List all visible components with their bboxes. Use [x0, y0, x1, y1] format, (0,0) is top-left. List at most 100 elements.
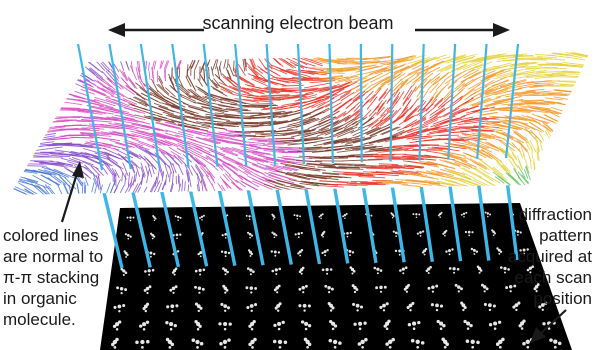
stacking-line [289, 87, 319, 92]
stacking-line [289, 61, 305, 69]
stacking-line [100, 142, 127, 150]
stacking-line [566, 56, 586, 61]
stacking-line [167, 114, 188, 120]
diffraction-spot [171, 286, 176, 291]
stacking-line [383, 88, 392, 100]
diffraction-spot [250, 291, 253, 294]
stacking-line [376, 99, 387, 115]
stacking-line [77, 99, 105, 107]
diffraction-spot [348, 249, 352, 253]
diffraction-spot [487, 215, 489, 218]
stacking-line [342, 106, 356, 117]
stacking-line [471, 129, 495, 132]
diffraction-spot [439, 321, 444, 326]
diffraction-spot [124, 233, 127, 236]
diffraction-spot [112, 324, 117, 329]
stacking-line [57, 184, 65, 195]
diffraction-spot [126, 253, 129, 257]
diffraction-spot [375, 286, 379, 290]
stacking-line [290, 93, 314, 99]
stacking-line [100, 62, 110, 73]
diffraction-spot [379, 285, 383, 290]
stacking-line [396, 106, 408, 119]
diffraction-spot [124, 271, 128, 275]
diffraction-spot [120, 292, 123, 295]
stacking-line [301, 128, 329, 137]
stacking-line [168, 77, 176, 91]
diffraction-spot [228, 322, 232, 326]
stacking-line [371, 119, 384, 129]
diffraction-spot [250, 252, 253, 256]
diffraction-spot [141, 346, 144, 349]
stacking-line [490, 122, 519, 130]
stacking-line [32, 146, 63, 152]
stacking-line [164, 58, 170, 73]
stacking-line [170, 151, 185, 160]
diffraction-spot [415, 216, 418, 219]
stacking-line [362, 99, 370, 108]
diffraction-spot [281, 320, 285, 325]
stacking-line [218, 136, 247, 143]
stacking-line [83, 108, 114, 115]
stacking-line [407, 164, 425, 168]
stacking-line [69, 152, 91, 158]
diffraction-spot [482, 285, 487, 289]
stacking-line [336, 124, 359, 135]
stacking-line [285, 173, 311, 181]
beams-below-sample [100, 171, 519, 269]
stacking-line [200, 60, 206, 71]
stacking-line [242, 141, 265, 145]
stacking-line [402, 89, 413, 105]
stacking-line [194, 147, 213, 157]
stacking-line [524, 169, 529, 179]
diffraction-spot [283, 340, 288, 345]
electron-beam [360, 176, 378, 264]
stacking-line [394, 56, 416, 63]
stacking-line [293, 171, 315, 177]
diffraction-spot [250, 321, 255, 327]
stacking-line [378, 163, 399, 166]
stacking-line [121, 172, 124, 182]
stacking-line [364, 55, 391, 60]
stacking-line [156, 168, 160, 184]
diffraction-spot [418, 213, 421, 216]
stacking-line [364, 126, 380, 134]
diffraction-spot [277, 251, 281, 254]
stacking-line [148, 137, 172, 147]
stacking-line [483, 66, 500, 72]
stacking-line [252, 163, 276, 173]
stacking-line [337, 75, 359, 82]
stacking-line [110, 108, 136, 117]
stacking-line [440, 178, 458, 183]
stacking-line [172, 163, 177, 174]
stacking-line [268, 66, 288, 75]
stacking-line [382, 181, 401, 184]
stacking-line [149, 86, 165, 100]
diffraction-spot [359, 305, 364, 309]
diffraction-spot [429, 265, 432, 269]
diffraction-spot [329, 319, 333, 324]
stacking-line [406, 158, 424, 160]
stacking-line [151, 66, 154, 79]
stacking-line [321, 172, 340, 176]
diffraction-spot [358, 327, 362, 331]
stacking-line [359, 181, 383, 183]
diffraction-spot [299, 254, 302, 257]
diffraction-spot [519, 231, 522, 234]
stacking-line [501, 101, 531, 106]
beam-arrow-left-head [108, 23, 125, 37]
stacking-line [306, 162, 336, 167]
stacking-line [105, 163, 117, 177]
diffraction-spot [467, 230, 471, 234]
stacking-line [134, 96, 147, 103]
stacking-line [178, 67, 181, 78]
stacking-line [370, 71, 393, 83]
diffraction-spot [460, 287, 463, 291]
stacking-line [186, 64, 189, 77]
stacking-line [430, 75, 440, 84]
diffraction-spot [419, 231, 422, 234]
diffraction-spot [197, 309, 200, 313]
stacking-line [334, 98, 353, 111]
stacking-line [370, 166, 401, 169]
stacking-line [411, 79, 418, 88]
